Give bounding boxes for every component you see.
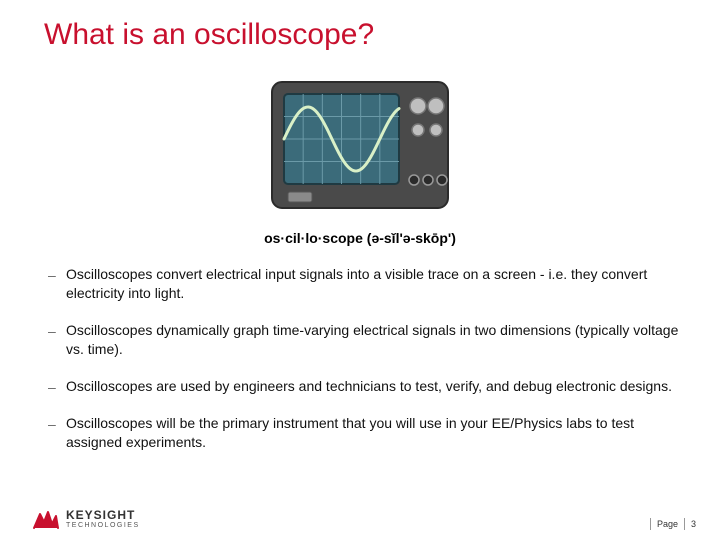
- brand-text: KEYSIGHT TECHNOLOGIES: [66, 509, 140, 529]
- bullet-item: –Oscilloscopes convert electrical input …: [48, 265, 680, 303]
- separator-icon: [650, 518, 651, 530]
- bullet-item: –Oscilloscopes dynamically graph time-va…: [48, 321, 680, 359]
- oscilloscope-icon: [270, 80, 450, 210]
- bullet-marker: –: [48, 415, 66, 434]
- brand-logo: KEYSIGHT TECHNOLOGIES: [32, 508, 140, 530]
- oscilloscope-graphic: [0, 80, 720, 210]
- bullet-item: –Oscilloscopes will be the primary instr…: [48, 414, 680, 452]
- bullet-text: Oscilloscopes convert electrical input s…: [66, 265, 680, 303]
- brand-name: KEYSIGHT: [66, 509, 140, 521]
- bullet-text: Oscilloscopes will be the primary instru…: [66, 414, 680, 452]
- slide: What is an oscilloscope? os·cil·lo·scope…: [0, 0, 720, 540]
- pronunciation-text: os·cil·lo·scope (ə-sĭl'ə-skōp'): [0, 230, 720, 246]
- bullet-marker: –: [48, 266, 66, 285]
- bullet-marker: –: [48, 378, 66, 397]
- bullet-list: –Oscilloscopes convert electrical input …: [48, 265, 680, 470]
- keysight-mark-icon: [32, 508, 60, 530]
- bullet-text: Oscilloscopes dynamically graph time-var…: [66, 321, 680, 359]
- slide-title: What is an oscilloscope?: [44, 18, 374, 52]
- page-label: Page: [657, 519, 678, 529]
- page-number: 3: [691, 519, 696, 529]
- separator-icon: [684, 518, 685, 530]
- page-indicator: Page 3: [650, 518, 696, 530]
- bullet-marker: –: [48, 322, 66, 341]
- bullet-text: Oscilloscopes are used by engineers and …: [66, 377, 680, 396]
- brand-sub: TECHNOLOGIES: [66, 522, 140, 529]
- bullet-item: –Oscilloscopes are used by engineers and…: [48, 377, 680, 397]
